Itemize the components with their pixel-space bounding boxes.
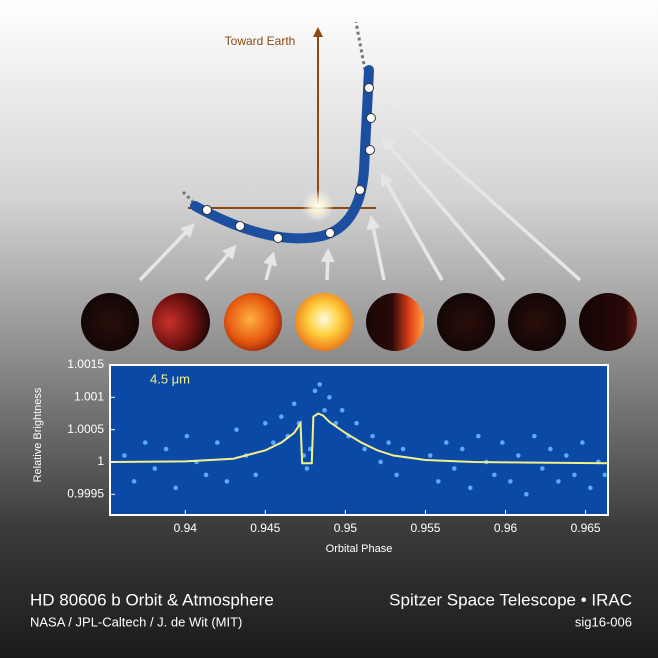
data-point xyxy=(386,440,391,445)
data-point xyxy=(492,472,497,478)
arrows xyxy=(138,105,582,282)
title: HD 80606 b Orbit & Atmosphere xyxy=(30,590,274,609)
x-tick-label: 0.965 xyxy=(571,521,601,535)
data-point xyxy=(588,485,593,491)
image-id: sig16-006 xyxy=(575,614,632,629)
y-tick-label: 1.0015 xyxy=(67,357,104,371)
data-point xyxy=(370,433,375,439)
x-axis-label: Orbital Phase xyxy=(326,543,393,555)
data-point xyxy=(564,453,569,458)
x-tick-label: 0.94 xyxy=(174,521,198,535)
data-point xyxy=(435,479,441,484)
plot xyxy=(109,382,609,497)
data-point xyxy=(163,446,169,452)
data-point xyxy=(224,479,230,484)
data-point xyxy=(122,453,127,458)
data-point xyxy=(467,485,473,491)
data-point xyxy=(322,407,327,413)
data-point xyxy=(271,440,276,445)
model-line xyxy=(109,412,609,465)
data-point xyxy=(173,485,178,491)
data-point xyxy=(304,466,310,471)
y-axis-label: Relative Brightness xyxy=(32,387,44,482)
data-point xyxy=(427,453,433,458)
data-point xyxy=(142,440,148,445)
annotation: Toward Earth xyxy=(225,34,296,48)
data-point xyxy=(508,479,513,484)
x-tick-label: 0.96 xyxy=(494,521,518,535)
data-point xyxy=(580,440,585,445)
data-point xyxy=(572,472,577,478)
planet-phases xyxy=(81,293,637,351)
orbit-dash xyxy=(354,21,367,71)
star xyxy=(302,190,334,222)
orbit-diagram: Toward Earth xyxy=(81,21,637,351)
data-point xyxy=(279,414,284,420)
data-point xyxy=(548,446,553,452)
data-point xyxy=(378,459,383,465)
x-tick-label: 0.95 xyxy=(334,521,358,535)
data-point xyxy=(362,446,367,452)
data-point xyxy=(602,472,608,478)
data-point xyxy=(291,401,297,407)
data-point xyxy=(263,420,268,426)
data-point xyxy=(400,446,406,452)
data-point xyxy=(203,472,209,478)
data-point xyxy=(184,433,190,439)
data-point xyxy=(214,440,220,445)
data-point xyxy=(327,395,332,400)
instrument: Spitzer Space Telescope • IRAC xyxy=(389,590,632,609)
data-point xyxy=(475,433,481,439)
data-point xyxy=(524,492,529,497)
y-tick-label: 1 xyxy=(97,454,104,468)
data-point xyxy=(500,440,505,445)
planet-positions xyxy=(202,83,376,243)
y-tick-label: 0.9995 xyxy=(67,486,104,500)
data-point xyxy=(556,479,561,484)
data-point xyxy=(540,466,545,471)
plot-label: 4.5 μm xyxy=(150,371,190,386)
data-point xyxy=(131,479,137,484)
data-point xyxy=(317,382,323,387)
data-point xyxy=(152,466,158,471)
data-point xyxy=(234,427,239,432)
x-tick-label: 0.945 xyxy=(250,521,280,535)
y-tick-label: 1.001 xyxy=(74,389,104,403)
data-point xyxy=(516,453,521,458)
data-point xyxy=(451,466,457,471)
data-point xyxy=(253,472,259,478)
x-tick-label: 0.955 xyxy=(410,521,440,535)
data-point xyxy=(459,446,465,452)
data-point xyxy=(394,472,399,478)
credit: NASA / JPL-Caltech / J. de Wit (MIT) xyxy=(30,614,242,629)
plot-area xyxy=(109,364,609,516)
data-point xyxy=(312,388,318,394)
data-point xyxy=(532,433,537,439)
data-point xyxy=(354,420,359,426)
y-tick-label: 1.0005 xyxy=(67,422,104,436)
data-point xyxy=(339,407,345,413)
data-point xyxy=(443,440,449,445)
